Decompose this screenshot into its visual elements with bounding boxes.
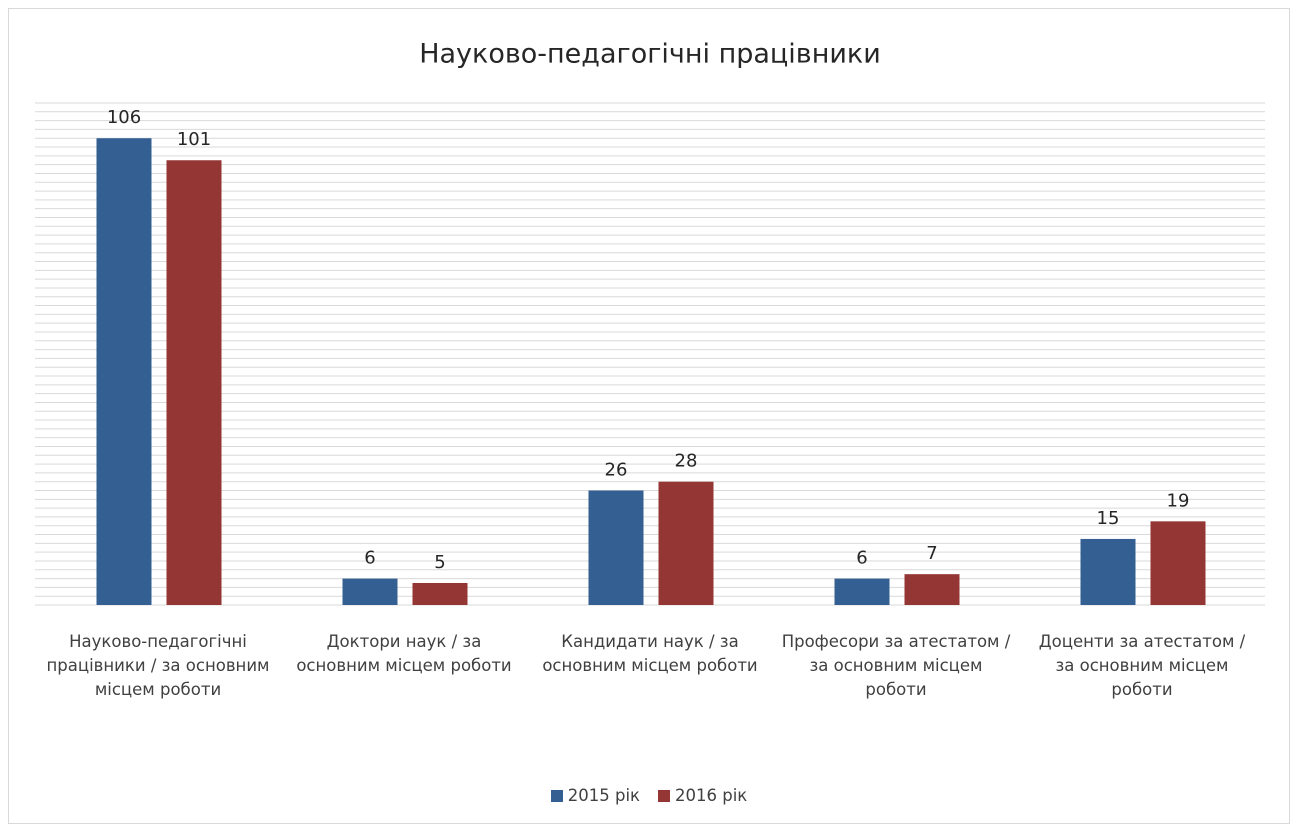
legend-item: 2016 рік (658, 786, 747, 805)
data-label: 28 (675, 451, 698, 472)
bar (658, 481, 714, 605)
legend-swatch (658, 789, 670, 802)
data-label: 6 (856, 548, 867, 569)
data-label: 15 (1097, 508, 1120, 529)
legend-label: 2016 рік (675, 786, 748, 805)
bar (166, 160, 222, 606)
bar (904, 574, 960, 605)
data-label: 5 (434, 552, 445, 573)
legend: 2015 рік 2016 рік (0, 786, 1298, 805)
data-label: 19 (1167, 490, 1190, 511)
bar (96, 138, 152, 605)
x-tick-label: Науково-педагогічні працівники / за осно… (46, 632, 270, 699)
bar (834, 578, 890, 605)
x-tick-label: Доктори наук / за основним місцем роботи (296, 632, 512, 675)
legend-label: 2015 рік (567, 786, 640, 805)
legend-item: 2015 рік (550, 786, 640, 805)
bar (1080, 538, 1136, 605)
data-label: 106 (107, 107, 141, 128)
legend-swatch (550, 789, 563, 802)
data-label: 26 (605, 460, 628, 481)
x-tick-label: Доценти за атестатом / за основним місце… (1038, 632, 1246, 699)
data-label: 101 (177, 129, 211, 150)
data-label: 7 (926, 543, 937, 564)
x-tick-label: Професори за атестатом / за основним міс… (781, 632, 1011, 699)
bar (412, 582, 468, 605)
x-tick-label: Кандидати наук / за основним місцем робо… (542, 632, 758, 675)
bar (1150, 521, 1206, 605)
chart-title: Науково-педагогічні працівники (419, 39, 881, 70)
data-label: 6 (364, 548, 375, 569)
bar (588, 490, 644, 605)
chart-border (8, 8, 1290, 824)
bar (342, 578, 398, 605)
